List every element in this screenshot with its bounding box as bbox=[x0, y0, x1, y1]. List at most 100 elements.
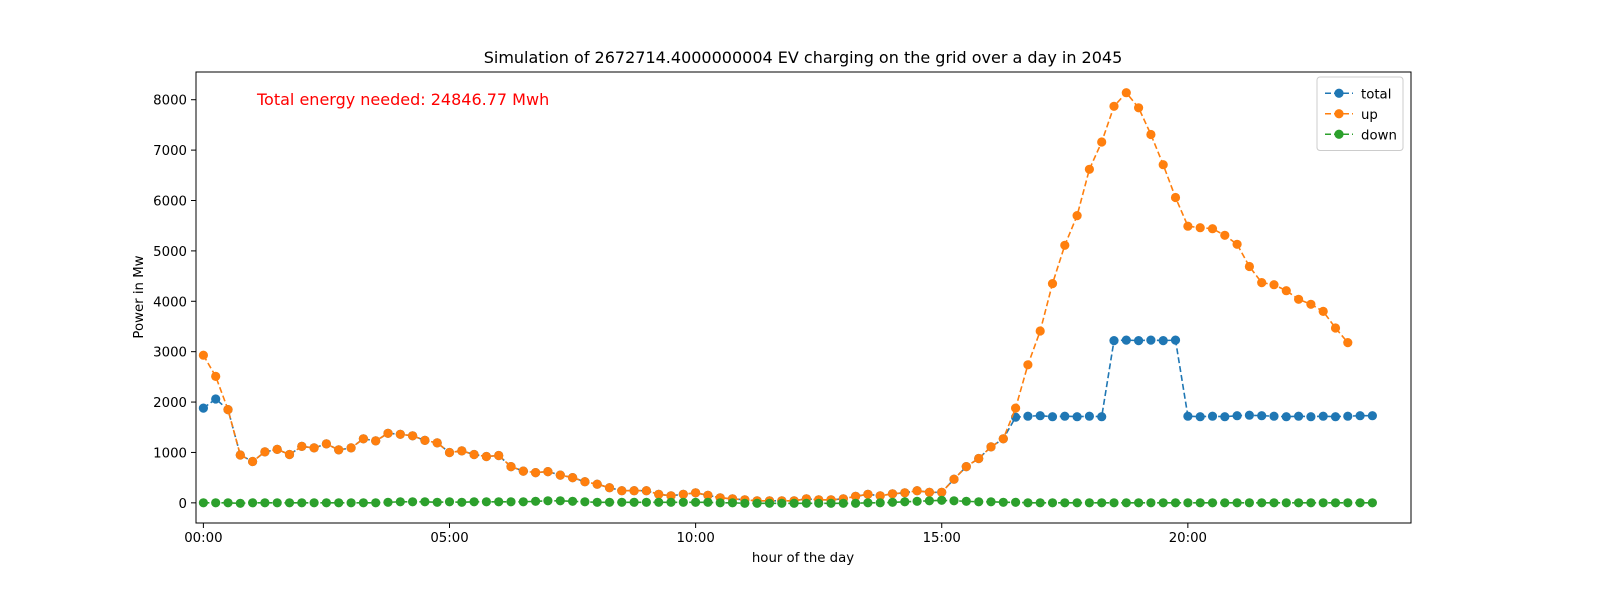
data-point-total bbox=[1084, 411, 1094, 421]
data-point-total bbox=[1367, 411, 1377, 421]
legend-item-up: up bbox=[1325, 108, 1378, 123]
data-point-up bbox=[469, 449, 479, 460]
data-point-down bbox=[432, 497, 442, 507]
data-point-up bbox=[580, 477, 590, 487]
data-point-up bbox=[309, 443, 319, 453]
data-point-total bbox=[211, 394, 221, 404]
data-point-down bbox=[900, 497, 910, 507]
data-point-down bbox=[223, 498, 233, 508]
data-point-down bbox=[887, 497, 898, 507]
data-point-down bbox=[1355, 498, 1365, 508]
data-point-total bbox=[1047, 412, 1058, 422]
data-point-down bbox=[789, 498, 799, 508]
data-point-down bbox=[284, 498, 295, 508]
data-point-down bbox=[346, 498, 356, 508]
data-point-down bbox=[531, 496, 541, 506]
data-point-total bbox=[1269, 411, 1279, 421]
data-point-up bbox=[900, 488, 910, 498]
data-point-down bbox=[715, 498, 725, 508]
legend-item-total: total bbox=[1325, 87, 1391, 102]
data-point-down bbox=[740, 498, 750, 508]
data-point-down bbox=[851, 498, 861, 508]
data-point-up bbox=[1281, 286, 1291, 296]
data-point-down bbox=[1330, 498, 1341, 508]
data-point-up bbox=[912, 486, 922, 496]
data-point-total bbox=[1109, 336, 1119, 346]
data-point-total bbox=[1220, 412, 1230, 422]
data-point-total bbox=[1060, 411, 1070, 421]
data-point-down bbox=[592, 497, 602, 507]
data-point-up bbox=[543, 467, 553, 477]
data-point-down bbox=[248, 498, 258, 508]
data-point-total bbox=[1306, 412, 1316, 422]
data-point-down bbox=[875, 498, 885, 508]
energy-annotation: Total energy needed: 24846.77 Mwh bbox=[256, 90, 549, 109]
data-point-up bbox=[383, 428, 393, 438]
data-point-down bbox=[1170, 498, 1181, 508]
data-point-down bbox=[1035, 498, 1045, 508]
data-point-down bbox=[1281, 498, 1291, 508]
data-point-total bbox=[1232, 411, 1242, 421]
data-point-up bbox=[1011, 403, 1021, 413]
data-point-down bbox=[580, 497, 590, 507]
x-tick-label: 10:00 bbox=[676, 531, 714, 546]
data-point-up bbox=[1170, 192, 1181, 203]
data-point-down bbox=[358, 498, 368, 508]
data-point-down bbox=[1232, 498, 1242, 508]
data-point-up bbox=[851, 491, 861, 501]
data-point-up bbox=[1294, 294, 1304, 304]
data-point-down bbox=[1158, 498, 1168, 508]
y-axis: 0 1000 2000 3000 4000 5000 6000 7000 8000 bbox=[153, 94, 196, 512]
data-point-down bbox=[666, 497, 676, 507]
y-tick-label: 8000 bbox=[153, 94, 187, 109]
data-point-up bbox=[1330, 323, 1341, 333]
data-point-down bbox=[1084, 498, 1094, 508]
data-point-down bbox=[641, 497, 652, 507]
data-point-down bbox=[691, 497, 701, 507]
x-tick-label: 20:00 bbox=[1169, 531, 1207, 546]
data-point-up bbox=[444, 447, 455, 458]
data-point-total bbox=[198, 403, 208, 413]
data-point-down bbox=[555, 496, 565, 506]
data-point-up bbox=[1072, 211, 1082, 221]
data-point-down bbox=[506, 497, 516, 507]
data-point-down bbox=[703, 497, 713, 507]
data-point-total bbox=[1343, 411, 1353, 421]
data-point-down bbox=[1257, 498, 1267, 508]
data-point-down bbox=[568, 496, 578, 506]
data-point-down bbox=[1207, 498, 1218, 508]
data-point-up bbox=[284, 449, 295, 460]
data-point-up bbox=[629, 486, 639, 496]
data-point-up bbox=[1207, 224, 1218, 234]
data-point-up bbox=[1084, 164, 1094, 174]
data-point-down bbox=[1343, 498, 1353, 508]
data-point-up bbox=[358, 434, 368, 444]
data-point-up bbox=[1047, 279, 1058, 289]
data-point-total bbox=[1195, 412, 1205, 422]
data-point-total bbox=[1355, 411, 1365, 421]
data-point-up bbox=[1060, 240, 1070, 250]
data-point-up bbox=[334, 445, 344, 455]
data-point-up bbox=[1220, 230, 1230, 240]
data-point-up bbox=[974, 453, 984, 464]
data-point-up bbox=[198, 350, 208, 360]
data-point-total bbox=[1257, 411, 1267, 421]
data-point-down bbox=[457, 497, 467, 507]
data-point-total bbox=[1158, 336, 1168, 346]
data-point-down bbox=[1195, 498, 1205, 508]
data-point-up bbox=[937, 487, 947, 497]
data-point-up bbox=[641, 486, 652, 496]
data-point-up bbox=[395, 429, 405, 439]
plot-area bbox=[196, 72, 1411, 523]
data-point-down bbox=[494, 497, 504, 507]
data-point-up bbox=[457, 446, 467, 456]
y-tick-label: 5000 bbox=[153, 245, 187, 260]
data-point-up bbox=[272, 444, 282, 454]
data-point-up bbox=[1306, 299, 1316, 309]
data-point-up bbox=[1023, 360, 1033, 370]
data-point-down bbox=[1306, 498, 1316, 508]
data-point-down bbox=[1072, 498, 1082, 508]
data-point-up bbox=[346, 443, 356, 453]
data-point-up bbox=[432, 438, 442, 448]
